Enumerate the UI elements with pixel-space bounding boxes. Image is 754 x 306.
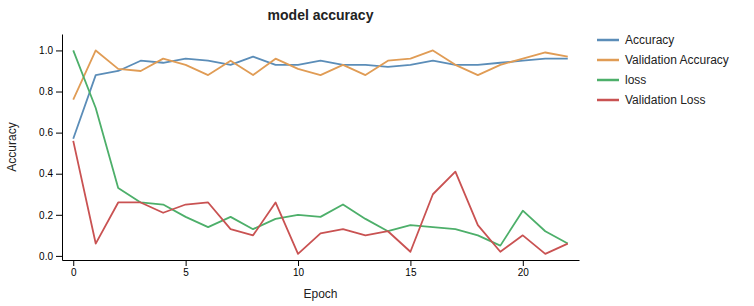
x-tick-label: 10: [293, 267, 305, 278]
legend-label: Accuracy: [625, 33, 674, 47]
x-axis-title: Epoch: [303, 287, 337, 301]
y-tick-mark: [56, 133, 62, 134]
y-tick-label: 0.2: [39, 210, 53, 221]
y-tick-mark: [56, 174, 62, 175]
y-tick-label: 0.8: [39, 86, 53, 97]
plot-area: 0 5 10 15 20 0.0 0.2 0.4 0.6 0.8 1.0: [39, 35, 579, 279]
legend-swatch: [597, 39, 619, 42]
series-line: [73, 50, 568, 99]
x-axis: 0 5 10 15 20: [63, 260, 580, 278]
y-tick-label: 0.4: [39, 168, 53, 179]
legend-label: loss: [625, 73, 646, 87]
series-line: [73, 141, 568, 254]
y-tick-mark: [56, 215, 62, 216]
legend-label: Validation Loss: [625, 93, 706, 107]
x-tick-label: 20: [518, 267, 530, 278]
x-tick-label: 15: [405, 267, 417, 278]
legend-swatch: [597, 59, 619, 62]
x-tick: 15: [405, 260, 417, 278]
y-tick: 1.0: [39, 45, 62, 56]
legend-item: loss: [597, 73, 646, 87]
title: model accuracy: [268, 7, 374, 23]
x-tick: 10: [293, 260, 305, 278]
y-tick: 0.6: [39, 127, 62, 138]
x-tick: 0: [71, 260, 77, 278]
x-tick-mark: [523, 260, 524, 266]
legend-swatch: [597, 99, 619, 102]
x-tick-label: 5: [183, 267, 189, 278]
legend-item: Validation Accuracy: [597, 53, 729, 67]
series-group: [73, 50, 568, 253]
x-tick: 20: [518, 260, 530, 278]
y-tick: 0.4: [39, 168, 62, 179]
legend-item: Validation Loss: [597, 93, 706, 107]
chart: 0 5 10 15 20 0.0 0.2 0.4 0.6 0.8 1.0 model accuracy…: [0, 0, 754, 306]
y-tick-label: 0.6: [39, 127, 53, 138]
y-tick: 0.2: [39, 210, 62, 221]
y-tick-mark: [56, 92, 62, 93]
x-tick: 5: [183, 260, 189, 278]
x-axis-line: [63, 260, 580, 261]
series-line: [73, 57, 568, 139]
x-tick-mark: [298, 260, 299, 266]
y-axis: 0.0 0.2 0.4 0.6 0.8 1.0: [39, 35, 62, 262]
series-line: [73, 50, 568, 245]
y-tick-label: 0.0: [39, 251, 53, 262]
x-tick-label: 0: [71, 267, 77, 278]
y-tick-mark: [56, 256, 62, 257]
y-tick: 0.0: [39, 251, 62, 262]
legend-item: Accuracy: [597, 33, 674, 47]
y-tick-mark: [56, 50, 62, 51]
legend-swatch: [597, 79, 619, 82]
y-tick-label: 1.0: [39, 45, 53, 56]
y-axis-title: Accuracy: [5, 122, 19, 171]
y-tick: 0.8: [39, 86, 62, 97]
y-axis-line: [62, 35, 63, 261]
legend-label: Validation Accuracy: [625, 53, 729, 67]
x-tick-mark: [410, 260, 411, 266]
legend: Accuracy Validation Accuracy loss Validatio…: [597, 33, 729, 107]
x-tick-mark: [186, 260, 187, 266]
x-tick-mark: [73, 260, 74, 266]
